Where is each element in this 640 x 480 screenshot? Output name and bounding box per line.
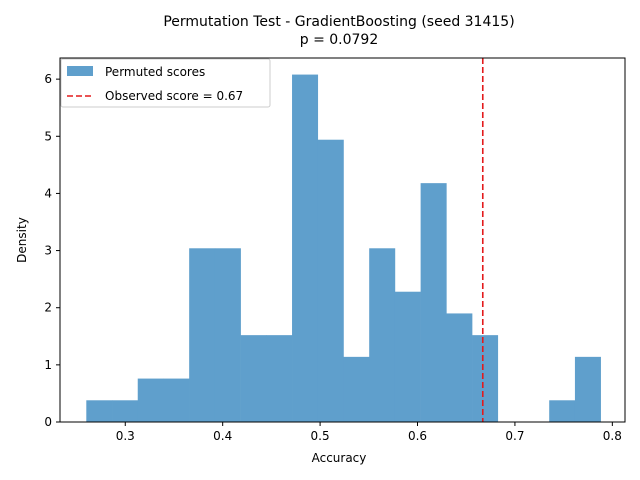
y-tick-label: 6 xyxy=(44,72,52,86)
x-tick-label: 0.5 xyxy=(311,429,330,443)
x-tick-label: 0.4 xyxy=(213,429,232,443)
histogram-bar-19 xyxy=(574,356,601,422)
legend-label-permuted: Permuted scores xyxy=(105,65,205,79)
legend: Permuted scores Observed score = 0.67 xyxy=(60,58,271,108)
y-axis-ticks: 0 1 2 3 4 5 6 xyxy=(44,72,60,429)
chart-title-line1: Permutation Test - GradientBoosting (see… xyxy=(163,14,514,30)
y-tick-label: 4 xyxy=(44,186,52,200)
histogram-bar-6 xyxy=(240,335,267,422)
x-tick-label: 0.7 xyxy=(505,429,524,443)
legend-label-observed: Observed score = 0.67 xyxy=(105,89,243,103)
histogram-bar-7 xyxy=(266,335,293,422)
histogram-bar-18 xyxy=(549,400,576,422)
x-tick-label: 0.8 xyxy=(603,429,622,443)
histogram-bar-3 xyxy=(163,378,190,422)
legend-box xyxy=(60,58,271,108)
plot-frame xyxy=(59,57,626,423)
histogram-bar-14 xyxy=(446,313,473,422)
histogram-bar-0 xyxy=(86,400,113,422)
y-tick-label: 3 xyxy=(44,244,52,258)
histogram-bar-2 xyxy=(137,378,164,422)
histogram-bar-9 xyxy=(317,139,344,422)
histogram-bar-11 xyxy=(369,248,396,422)
histogram-bar-5 xyxy=(214,248,241,422)
y-tick-label: 1 xyxy=(44,358,52,372)
histogram-bar-1 xyxy=(112,400,139,422)
histogram-bar-8 xyxy=(292,74,319,423)
x-tick-label: 0.6 xyxy=(408,429,427,443)
histogram-bar-4 xyxy=(189,248,216,422)
x-tick-label: 0.3 xyxy=(116,429,135,443)
legend-swatch-permuted xyxy=(67,66,93,76)
x-axis-label: Accuracy xyxy=(312,451,367,465)
x-axis-ticks: 0.3 0.4 0.5 0.6 0.7 0.8 xyxy=(116,422,622,443)
histogram-bar-12 xyxy=(394,291,421,422)
chart-title-line2: p = 0.0792 xyxy=(300,32,379,48)
y-tick-label: 2 xyxy=(44,301,52,315)
histogram-bar-10 xyxy=(343,356,370,422)
y-tick-label: 0 xyxy=(44,415,52,429)
y-axis-label: Density xyxy=(15,217,29,263)
y-tick-label: 5 xyxy=(44,129,52,143)
histogram-bar-13 xyxy=(420,183,447,422)
histogram-bars xyxy=(86,74,601,423)
histogram-bar-15 xyxy=(472,335,499,422)
